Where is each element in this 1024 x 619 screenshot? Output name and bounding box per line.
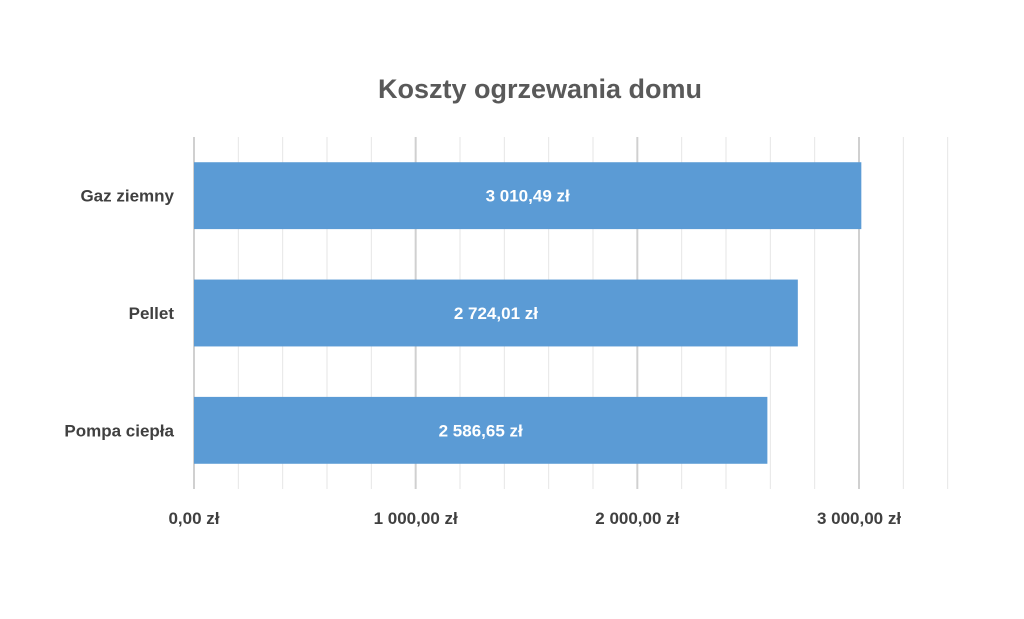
data-label: 3 010,49 zł [486, 187, 570, 206]
x-tick-label: 2 000,00 zł [595, 509, 679, 528]
category-labels: Gaz ziemny Pellet Pompa ciepła [64, 187, 174, 441]
data-label: 2 586,65 zł [439, 421, 523, 440]
category-label: Pellet [129, 304, 175, 323]
data-labels: 3 010,49 zł 2 724,01 zł 2 586,65 zł [439, 187, 570, 441]
bars [194, 162, 862, 464]
x-tick-label: 0,00 zł [168, 509, 219, 528]
chart-title: Koszty ogrzewania domu [378, 74, 702, 104]
category-label: Pompa ciepła [64, 421, 174, 440]
data-label: 2 724,01 zł [454, 304, 538, 323]
x-tick-label: 1 000,00 zł [374, 509, 458, 528]
bar [194, 162, 862, 230]
category-label: Gaz ziemny [80, 187, 174, 206]
x-tick-labels: 0,00 zł 1 000,00 zł 2 000,00 zł 3 000,00 zł [168, 509, 901, 528]
bar [194, 396, 768, 464]
x-tick-label: 3 000,00 zł [817, 509, 901, 528]
bar [194, 279, 798, 347]
